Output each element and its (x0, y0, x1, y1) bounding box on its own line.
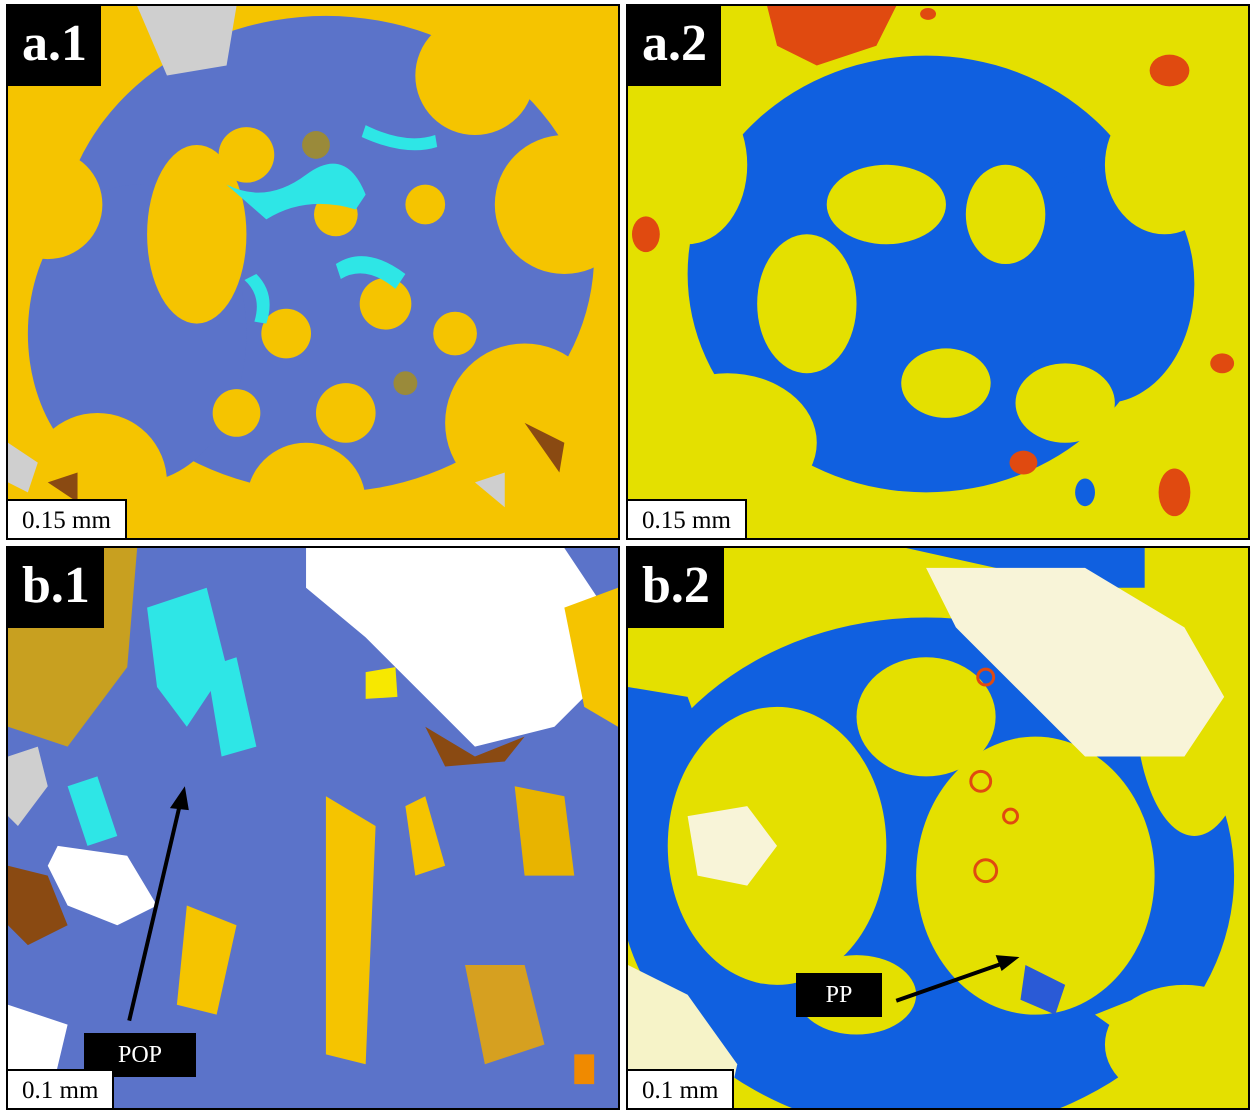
panel-a1: a.1 0.15 mm (6, 4, 620, 540)
panel-a2: a.2 0.15 mm (626, 4, 1250, 540)
phase-map-a2 (628, 6, 1248, 538)
scale-label: 0.15 mm (8, 498, 127, 538)
panel-b1: b.1 POP 0.1 mm (6, 546, 620, 1110)
scale-label: 0.15 mm (628, 498, 747, 538)
phase-map-b2 (628, 548, 1248, 1108)
panel-b2: b.2 PP 0.1 mm (626, 546, 1250, 1110)
phase-map-a1 (8, 6, 618, 538)
callout-label: PP (796, 973, 882, 1018)
panel-label: a.2 (628, 6, 721, 86)
panel-label: b.2 (628, 548, 724, 628)
scale-label: 0.1 mm (8, 1068, 115, 1108)
phase-map-b1 (8, 548, 618, 1108)
panel-label: b.1 (8, 548, 104, 628)
scale-label: 0.1 mm (628, 1068, 735, 1108)
panel-label: a.1 (8, 6, 101, 86)
